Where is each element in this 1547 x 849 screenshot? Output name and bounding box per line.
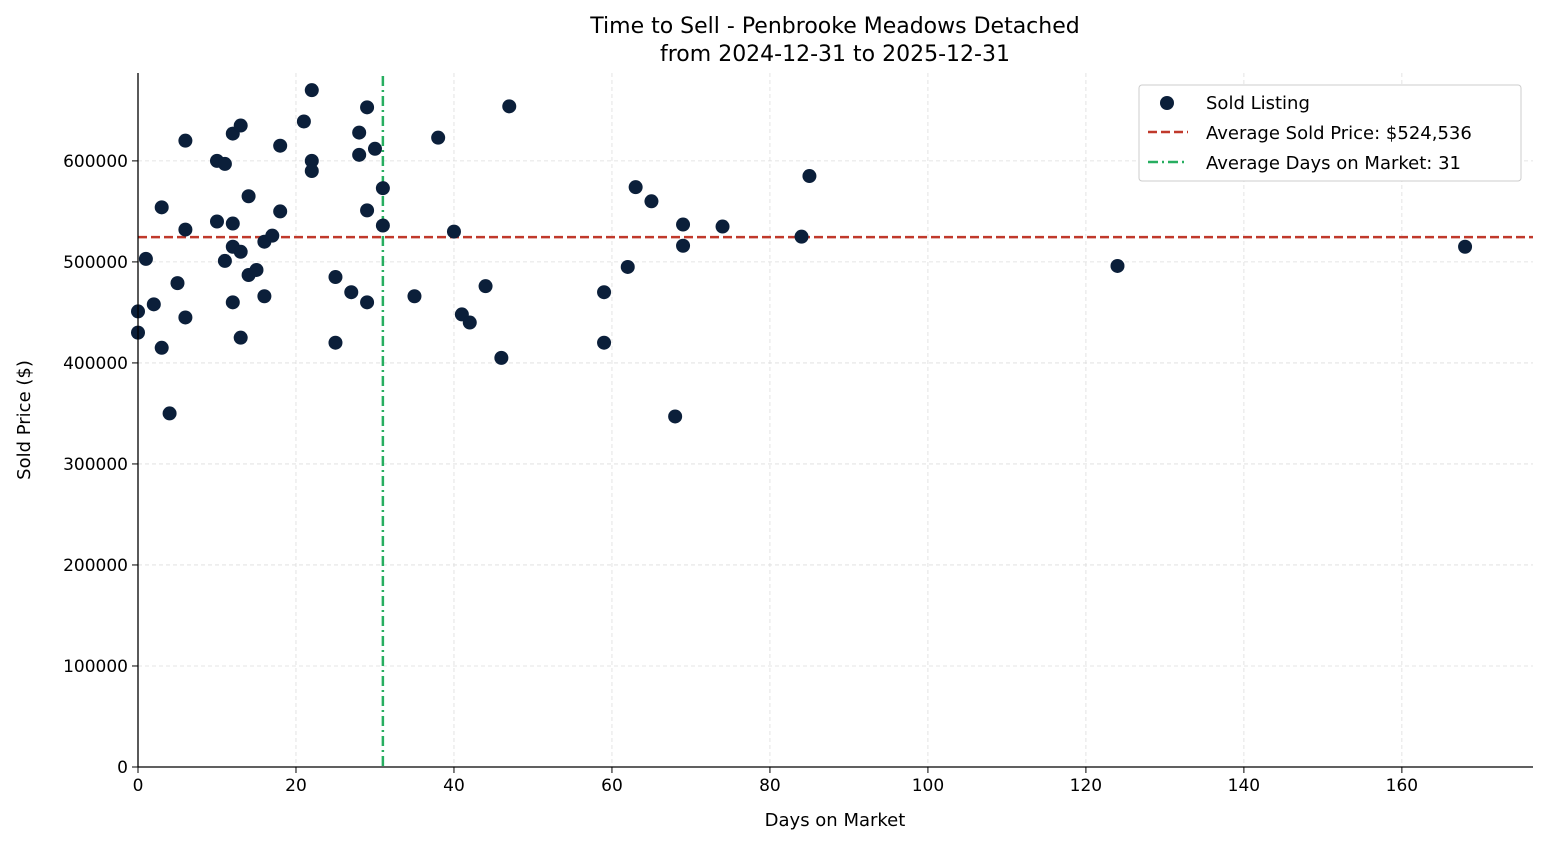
data-point: [360, 295, 375, 310]
data-point: [375, 181, 390, 196]
data-point: [352, 125, 367, 140]
data-point: [360, 100, 375, 115]
data-point: [138, 251, 153, 266]
data-point: [178, 133, 193, 148]
data-point: [257, 289, 272, 304]
data-point: [225, 295, 240, 310]
data-point: [352, 147, 367, 162]
legend-label-avg-days: Average Days on Market: 31: [1206, 153, 1461, 174]
y-tick-label: 200000: [63, 556, 128, 576]
data-point: [375, 218, 390, 233]
x-tick-label: 120: [1070, 776, 1102, 796]
data-point: [597, 285, 612, 300]
data-point: [178, 222, 193, 237]
x-tick-label: 60: [601, 776, 623, 796]
data-point: [273, 204, 288, 219]
y-tick-label: 500000: [63, 253, 128, 273]
y-tick-label: 600000: [63, 152, 128, 172]
data-point: [502, 99, 517, 114]
data-point: [233, 244, 248, 259]
data-point: [344, 285, 359, 300]
data-point: [154, 340, 169, 355]
x-axis-label: Days on Market: [765, 810, 906, 831]
data-point: [360, 203, 375, 218]
data-point: [802, 169, 817, 184]
x-tick-label: 40: [443, 776, 465, 796]
data-point: [462, 315, 477, 330]
x-tick-label: 160: [1386, 776, 1418, 796]
data-point: [1458, 239, 1473, 254]
data-point: [446, 224, 461, 239]
data-point: [146, 297, 161, 312]
legend-label-avg-price: Average Sold Price: $524,536: [1206, 123, 1472, 144]
data-point: [170, 276, 185, 291]
data-point: [715, 219, 730, 234]
legend-marker-sold-listing: [1160, 96, 1174, 110]
data-point: [233, 118, 248, 133]
chart-title: Time to Sell - Penbrooke Meadows Detache…: [589, 14, 1079, 39]
data-point: [304, 163, 319, 178]
x-tick-label: 20: [285, 776, 307, 796]
data-point: [431, 130, 446, 145]
data-point: [225, 216, 240, 231]
data-point: [794, 229, 809, 244]
y-tick-label: 300000: [63, 455, 128, 475]
data-point: [304, 153, 319, 168]
data-point: [407, 289, 422, 304]
data-point: [249, 262, 264, 277]
data-point: [217, 253, 232, 268]
data-point: [217, 156, 232, 171]
data-point: [668, 409, 683, 424]
data-point: [644, 194, 659, 209]
data-point: [328, 335, 343, 350]
y-ticks: 0 100000 200000 300000 400000 500000 600000: [63, 152, 138, 778]
data-point: [265, 228, 280, 243]
x-tick-label: 100: [912, 776, 944, 796]
data-point: [162, 406, 177, 421]
data-point: [154, 200, 169, 215]
chart-subtitle: from 2024-12-31 to 2025-12-31: [660, 42, 1010, 67]
data-point: [676, 217, 691, 232]
y-tick-label: 0: [117, 758, 128, 778]
data-point: [597, 335, 612, 350]
x-tick-label: 0: [133, 776, 144, 796]
x-tick-label: 140: [1228, 776, 1260, 796]
data-point: [628, 180, 643, 195]
data-point: [1110, 258, 1125, 273]
data-point: [241, 189, 256, 204]
y-axis-label: Sold Price ($): [14, 360, 35, 480]
legend: Sold Listing Average Sold Price: $524,53…: [1138, 84, 1522, 182]
data-point: [273, 138, 288, 153]
data-point: [328, 270, 343, 285]
data-point: [209, 214, 224, 229]
y-tick-label: 400000: [63, 354, 128, 374]
x-ticks: 0 20 40 60 80 100 120 140 160: [133, 767, 1418, 796]
data-point: [367, 141, 382, 156]
y-tick-label: 100000: [63, 657, 128, 677]
data-point: [178, 310, 193, 325]
data-point: [676, 238, 691, 253]
data-point: [304, 83, 319, 98]
legend-label-sold-listing: Sold Listing: [1206, 93, 1310, 114]
data-point: [478, 279, 493, 294]
legend-box: [1138, 84, 1522, 182]
data-point: [233, 330, 248, 345]
data-point: [620, 259, 635, 274]
data-point: [494, 350, 509, 365]
data-point: [296, 114, 311, 129]
x-tick-label: 80: [759, 776, 781, 796]
